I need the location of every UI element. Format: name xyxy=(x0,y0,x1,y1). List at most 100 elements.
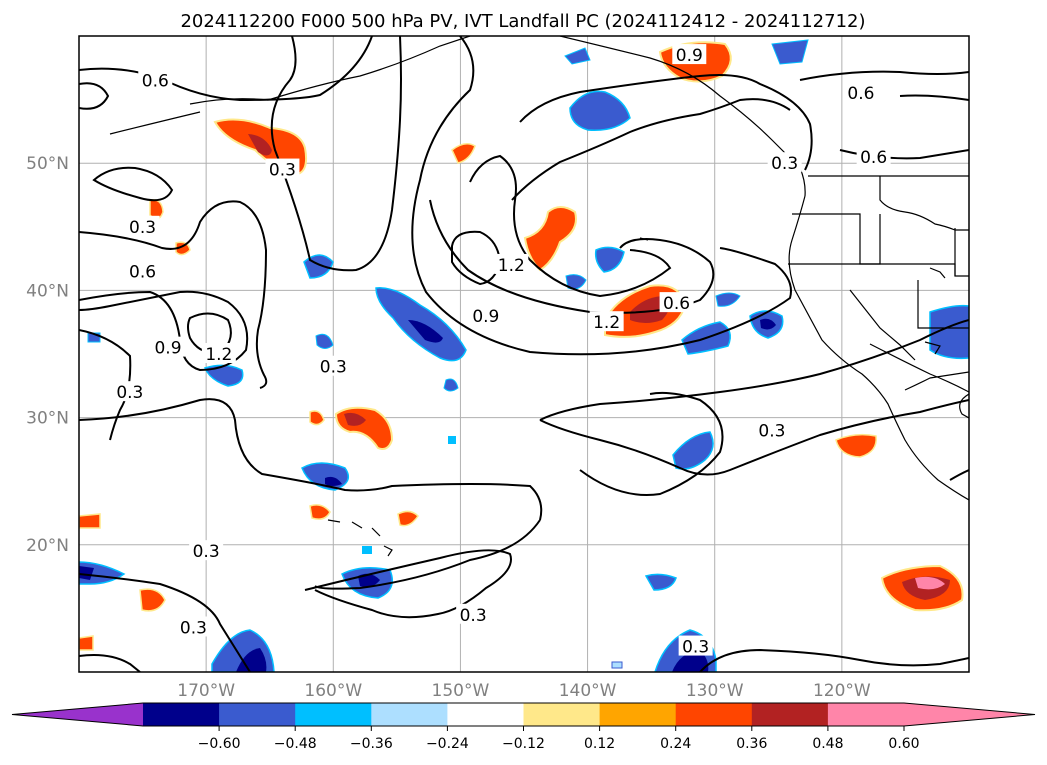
contour-label-layer: 0.6 0.3 0.3 0.6 0.9 1.2 0.3 0.3 1.2 0.9 1.2 0.6 0.9 0… xyxy=(112,44,891,658)
lat-tick-label: 40°N xyxy=(26,281,69,301)
colorbar-bin xyxy=(219,703,296,726)
contour-label-bg xyxy=(201,343,236,363)
colorbar-tick-label: −0.12 xyxy=(502,736,545,752)
contour-label: 0.9 xyxy=(154,339,181,359)
anomaly-positive xyxy=(915,576,945,590)
colorbar-bin xyxy=(295,703,372,726)
contour-label-bg xyxy=(843,82,878,103)
figure-title: 2024112200 F000 500 hPa PV, IVT Landfall… xyxy=(180,11,865,32)
contour-label-bg xyxy=(589,311,624,332)
gridlines xyxy=(79,36,969,672)
contour-label: 0.9 xyxy=(472,307,499,327)
anomaly-positive xyxy=(248,134,272,156)
contour-label: 0.3 xyxy=(129,218,156,238)
colorbar-bin xyxy=(143,703,220,726)
colorbar-bin xyxy=(523,703,601,726)
contour-label-bg xyxy=(678,635,713,656)
anomaly-negative xyxy=(644,573,677,591)
anomaly-negative xyxy=(358,573,380,588)
anomaly-negative xyxy=(79,566,94,580)
contour-lines xyxy=(79,36,969,672)
contour-label: 0.3 xyxy=(180,618,207,638)
colorbar-bin xyxy=(751,703,829,726)
colorbar-tick-label: 0.60 xyxy=(888,736,919,752)
anomaly-negative xyxy=(564,47,591,65)
contour-label-bg xyxy=(176,616,211,637)
anomaly-negative xyxy=(325,476,342,486)
contour-label-bg xyxy=(316,355,351,376)
anomaly-positive xyxy=(175,241,191,256)
contour-label: 0.3 xyxy=(193,542,220,562)
contour-label: 1.2 xyxy=(593,313,620,333)
contour-label: 0.6 xyxy=(663,294,690,314)
contour-label: 0.3 xyxy=(758,421,785,441)
lat-tick-label: 50°N xyxy=(26,154,69,174)
colorbar-over-extend xyxy=(904,703,1035,726)
contour-label-bg xyxy=(494,253,529,274)
lon-tick-label: 130°W xyxy=(686,681,744,701)
contour-label: 0.3 xyxy=(116,383,143,403)
contour-label: 0.9 xyxy=(676,46,703,66)
contour-label: 0.3 xyxy=(320,358,347,378)
contour-label-bg xyxy=(189,540,224,561)
anomaly-positive xyxy=(139,588,166,612)
longitude-axis: 170°W 160°W 150°W 140°W 130°W 120°W xyxy=(177,681,871,701)
anomaly-positive xyxy=(344,412,366,426)
lon-tick-label: 170°W xyxy=(177,681,235,701)
anomaly-positive xyxy=(79,635,94,651)
colorbar-bin xyxy=(675,703,753,726)
colorbar-tick-label: 0.36 xyxy=(736,736,767,752)
contour-label-bg xyxy=(767,152,802,173)
contour-label: 0.3 xyxy=(682,638,709,658)
contour-label-bg xyxy=(125,260,160,281)
contour-label: 0.6 xyxy=(860,148,887,168)
lon-tick-label: 120°W xyxy=(813,681,871,701)
latitude-axis: 50°N 40°N 30°N 20°N xyxy=(26,154,69,556)
anomaly-negative xyxy=(315,333,334,349)
colorbar-tick-label: −0.60 xyxy=(198,736,241,752)
contour-label: 0.6 xyxy=(142,72,169,92)
anomaly-positive xyxy=(835,433,877,458)
anomaly-positive xyxy=(451,143,476,164)
anomaly-negative xyxy=(611,661,623,669)
contour-label-bg xyxy=(468,304,503,325)
lon-tick-label: 150°W xyxy=(432,681,490,701)
colorbar-bin xyxy=(371,703,448,726)
anomaly-positive xyxy=(79,513,101,529)
anomaly-negative xyxy=(443,378,459,392)
anomaly-positive xyxy=(309,504,331,520)
contour-label-bg xyxy=(856,145,891,166)
anomaly-negative xyxy=(236,648,267,672)
map-frame xyxy=(78,35,970,673)
colorbar-bin xyxy=(827,703,905,726)
colorbar: −0.60 −0.48 −0.36 −0.24 −0.12 0.12 0.24 0.36 0.4… xyxy=(11,702,1036,752)
contour-label: 0.3 xyxy=(269,161,296,181)
contour-label: 0.6 xyxy=(847,84,874,104)
contour-label-bg xyxy=(112,381,147,402)
colorbar-outline xyxy=(11,702,1036,727)
contour-label-bg xyxy=(659,292,694,313)
anomaly-negative xyxy=(715,292,741,307)
colorbar-tick-label: −0.48 xyxy=(274,736,317,752)
contour-label-bg xyxy=(138,69,173,90)
lat-tick-label: 30°N xyxy=(26,409,69,429)
colorbar-tick-label: −0.24 xyxy=(426,736,469,752)
lon-tick-label: 140°W xyxy=(559,681,617,701)
anomaly-negative xyxy=(594,246,625,273)
contour-label-bg xyxy=(265,158,300,179)
anomaly-positive xyxy=(309,410,325,426)
lon-tick-label: 160°W xyxy=(304,681,362,701)
colorbar-tick-label: 0.12 xyxy=(584,736,615,752)
contour-label: 1.2 xyxy=(498,256,525,276)
anomaly-negative xyxy=(672,431,714,470)
colorbar-bin xyxy=(447,703,524,726)
colorbar-tick-label: 0.48 xyxy=(812,736,843,752)
map-panel: 0.6 0.3 0.3 0.6 0.9 1.2 0.3 0.3 1.2 0.9 1.2 0.6 0.9 0… xyxy=(78,35,970,673)
contour-label-bg xyxy=(151,336,185,357)
anomaly-negative xyxy=(448,436,456,444)
anomaly-positive xyxy=(630,296,670,323)
contour-label-bg xyxy=(754,419,789,440)
anomaly-negative xyxy=(771,39,809,65)
anomaly-negative xyxy=(760,318,776,330)
